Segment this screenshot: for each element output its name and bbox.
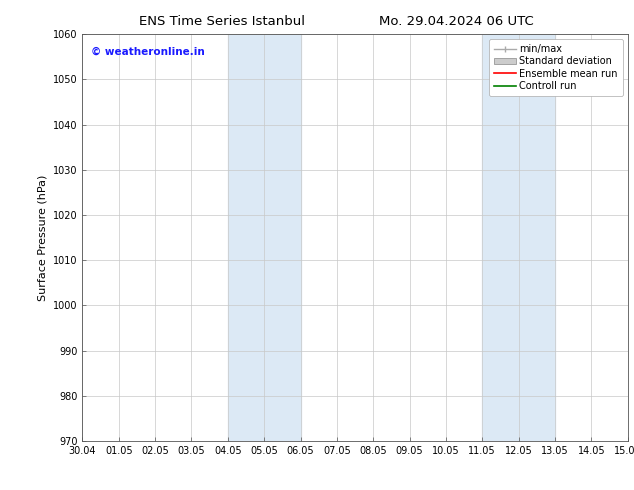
Bar [482,34,555,441]
Text: ENS Time Series Istanbul: ENS Time Series Istanbul [139,15,305,28]
Legend: min/max, Standard deviation, Ensemble mean run, Controll run: min/max, Standard deviation, Ensemble me… [489,39,623,96]
Bar [228,34,301,441]
Text: Mo. 29.04.2024 06 UTC: Mo. 29.04.2024 06 UTC [379,15,534,28]
Text: © weatheronline.in: © weatheronline.in [91,47,204,56]
Y-axis label: Surface Pressure (hPa): Surface Pressure (hPa) [37,174,48,301]
